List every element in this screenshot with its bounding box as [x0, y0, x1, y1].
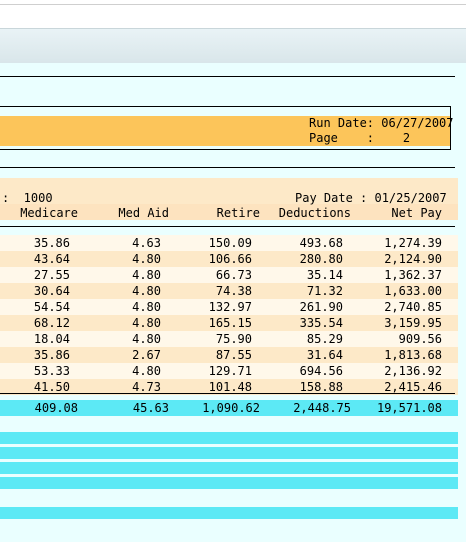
cell-medicare: 35.86 — [33, 348, 70, 362]
cell-medicare: 41.50 — [33, 380, 70, 394]
cell-med-aid: 4.80 — [132, 268, 161, 282]
summary-bar — [0, 432, 458, 444]
table-row: 30.64 4.80 74.38 71.32 1,633.00 — [0, 283, 458, 299]
cell-medicare: 30.64 — [33, 284, 70, 298]
section-rule — [0, 167, 455, 168]
table-row: 54.54 4.80 132.97 261.90 2,740.85 — [0, 299, 458, 315]
cell-deductions: 158.88 — [299, 380, 343, 394]
cell-deductions: 71.32 — [306, 284, 343, 298]
run-info-band — [0, 116, 450, 146]
header-rule — [0, 76, 455, 77]
cell-medicare: 53.33 — [33, 364, 70, 378]
cell-retire: 101.48 — [208, 380, 252, 394]
cell-retire: 150.09 — [208, 236, 252, 250]
total-med-aid: 45.63 — [132, 401, 169, 415]
table-row: 27.55 4.80 66.73 35.14 1,362.37 — [0, 267, 458, 283]
cell-deductions: 85.29 — [306, 332, 343, 346]
table-row: 18.04 4.80 75.90 85.29 909.56 — [0, 331, 458, 347]
cell-deductions: 31.64 — [306, 348, 343, 362]
totals-row: 409.08 45.63 1,090.62 2,448.75 19,571.08 — [0, 400, 458, 416]
cell-medicare: 54.54 — [33, 300, 70, 314]
cell-retire: 75.90 — [215, 332, 252, 346]
summary-bar — [0, 462, 458, 474]
table-top-rule — [0, 226, 455, 227]
cell-med-aid: 4.63 — [132, 236, 161, 250]
cell-net-pay: 2,124.90 — [384, 252, 442, 266]
cell-net-pay: 2,415.46 — [384, 380, 442, 394]
cell-med-aid: 4.80 — [132, 252, 161, 266]
summary-bar — [0, 507, 458, 519]
cell-net-pay: 3,159.95 — [384, 316, 442, 330]
cell-medicare: 27.55 — [33, 268, 70, 282]
cell-retire: 87.55 — [215, 348, 252, 362]
run-date: Run Date: 06/27/2007 — [309, 116, 454, 130]
cell-med-aid: 4.80 — [132, 332, 161, 346]
summary-bar — [0, 447, 458, 459]
cell-net-pay: 909.56 — [398, 332, 442, 346]
col-header-medicare: Medicare — [20, 206, 78, 220]
pay-date: Pay Date : 01/25/2007 — [295, 191, 447, 205]
cell-net-pay: 1,274.39 — [384, 236, 442, 250]
col-header-net-pay: Net Pay — [391, 206, 442, 220]
cell-retire: 74.38 — [215, 284, 252, 298]
cell-net-pay: 2,740.85 — [384, 300, 442, 314]
cell-medicare: 68.12 — [33, 316, 70, 330]
total-retire: 1,090.62 — [202, 401, 260, 415]
table-row: 43.64 4.80 106.66 280.80 2,124.90 — [0, 251, 458, 267]
cell-deductions: 335.54 — [299, 316, 343, 330]
cell-deductions: 35.14 — [306, 268, 343, 282]
column-header-band — [0, 204, 458, 220]
cell-net-pay: 1,813.68 — [384, 348, 442, 362]
table-row: 41.50 4.73 101.48 158.88 2,415.46 — [0, 379, 458, 395]
total-net-pay: 19,571.08 — [376, 401, 442, 415]
col-header-med-aid: Med Aid — [118, 206, 169, 220]
cell-retire: 66.73 — [215, 268, 252, 282]
cell-retire: 129.71 — [208, 364, 252, 378]
cell-med-aid: 4.73 — [132, 380, 161, 394]
cell-net-pay: 1,362.37 — [384, 268, 442, 282]
table-row: 68.12 4.80 165.15 335.54 3,159.95 — [0, 315, 458, 331]
cell-retire: 106.66 — [208, 252, 252, 266]
cell-med-aid: 4.80 — [132, 316, 161, 330]
cell-deductions: 694.56 — [299, 364, 343, 378]
cell-med-aid: 4.80 — [132, 300, 161, 314]
total-deductions: 2,448.75 — [293, 401, 351, 415]
table-row: 35.86 4.63 150.09 493.68 1,274.39 — [0, 235, 458, 251]
cell-retire: 132.97 — [208, 300, 252, 314]
group-id: : 1000 — [2, 191, 53, 205]
toolbar — [0, 28, 466, 64]
cell-med-aid: 4.80 — [132, 284, 161, 298]
cell-deductions: 493.68 — [299, 236, 343, 250]
cell-med-aid: 2.67 — [132, 348, 161, 362]
cell-med-aid: 4.80 — [132, 364, 161, 378]
total-medicare: 409.08 — [34, 401, 78, 415]
cell-net-pay: 2,136.92 — [384, 364, 442, 378]
page-number: Page : 2 — [309, 131, 411, 145]
cell-deductions: 261.90 — [299, 300, 343, 314]
cell-medicare: 43.64 — [33, 252, 70, 266]
col-header-deductions: Deductions — [278, 206, 351, 220]
cell-net-pay: 1,633.00 — [384, 284, 442, 298]
cell-retire: 165.15 — [208, 316, 252, 330]
top-divider — [0, 4, 466, 5]
cell-medicare: 35.86 — [33, 236, 70, 250]
totals-rule — [0, 393, 455, 394]
cell-deductions: 280.80 — [299, 252, 343, 266]
table-row: 53.33 4.80 129.71 694.56 2,136.92 — [0, 363, 458, 379]
table-row: 35.86 2.67 87.55 31.64 1,813.68 — [0, 347, 458, 363]
summary-bar — [0, 477, 458, 489]
cell-medicare: 18.04 — [33, 332, 70, 346]
col-header-retire: Retire — [216, 206, 260, 220]
